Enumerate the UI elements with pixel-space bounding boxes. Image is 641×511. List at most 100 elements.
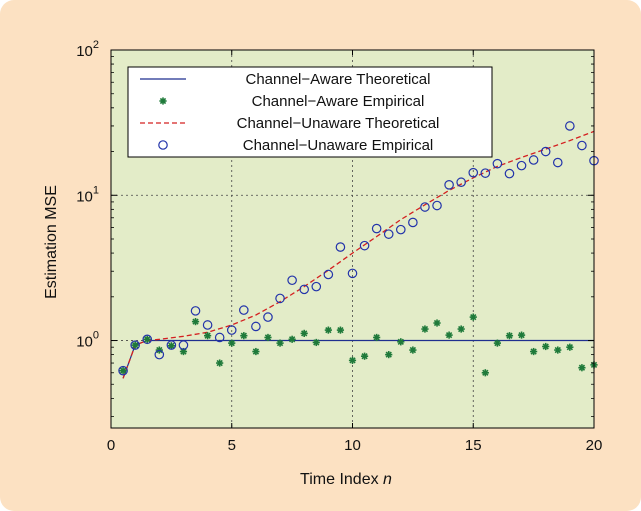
aware-empirical-point [240,332,248,340]
aware-empirical-point [324,326,332,334]
unaware-empirical-point [142,334,153,345]
unaware-empirical-point [275,293,285,304]
aware-empirical-point [433,319,441,327]
unaware-empirical-point [480,168,491,178]
unaware-empirical-point [516,160,527,171]
unaware-empirical-point [577,140,587,151]
aware-empirical-point [397,338,405,346]
unaware-empirical-point [263,312,273,322]
unaware-empirical-point [239,305,249,315]
unaware-empirical-point [456,177,466,188]
aware-empirical-point [191,318,200,326]
x-tick-label: 20 [586,437,603,454]
aware-empirical-point [119,367,127,375]
aware-empirical-point [385,351,393,359]
aware-empirical-point [421,325,429,333]
unaware-empirical-point [154,349,165,360]
aware-empirical-point [469,313,477,321]
unaware-empirical-point [528,155,539,165]
aware-empirical-point [204,332,212,340]
aware-empirical-point [445,331,453,339]
aware-empirical-point [216,359,224,367]
legend-label: Channel−Unaware Theoretical [237,115,440,132]
legend-label: Channel−Unaware Empirical [243,137,434,154]
aware-empirical-point [300,329,308,337]
aware-empirical-point [288,335,296,343]
aware-empirical-point [312,338,320,347]
aware-empirical-point [252,347,260,356]
unaware-empirical-point [226,325,237,335]
y-axis-label: Estimation MSE [43,185,60,299]
unaware-empirical-point [130,340,140,350]
unaware-empirical-point [347,268,358,279]
unaware-empirical-point [408,217,418,228]
aware-empirical-point [264,333,272,342]
unaware-empirical-point [311,281,322,292]
unaware-empirical-point [565,121,575,131]
aware-empirical-point [530,347,538,356]
aware-empirical-point [542,342,550,351]
unaware-empirical-point [323,269,334,280]
x-tick-label: 5 [228,437,236,454]
y-tick-label: 100 [76,330,99,351]
aware-empirical-point [167,342,175,350]
unaware-empirical-point [395,224,406,235]
unaware-empirical-point [552,157,563,168]
legend-box [127,66,493,158]
x-tick-label: 15 [465,437,482,454]
unaware-empirical-point [118,365,128,376]
unaware-empirical-point [420,202,430,212]
unaware-empirical-point [504,168,515,179]
aware-empirical-point [360,352,369,360]
x-axis-label-var: n [383,471,392,488]
y-tick-label: 102 [76,39,99,60]
x-axis-label-main: Time Index [300,471,383,488]
unaware-empirical-point [468,167,479,178]
aware-empirical-point [276,339,284,347]
aware-empirical-point [578,364,586,372]
aware-empirical-point [228,339,236,347]
aware-empirical-point [373,333,381,342]
unaware-empirical-point [178,340,189,350]
unaware-empirical-point [540,146,551,157]
aware-empirical-point [566,343,574,351]
aware-empirical-point [409,346,417,354]
legend-swatch [158,140,168,150]
x-tick-label: 0 [107,437,115,454]
unaware-empirical-point [383,229,394,239]
aware-empirical-point [457,325,465,333]
aware-empirical-point [493,339,501,347]
unaware-empirical-point [166,340,177,350]
unaware-empirical-point [359,240,370,251]
unaware-empirical-point [335,242,346,252]
aware-empirical-point [517,331,526,339]
unaware-empirical-point [299,284,309,295]
unaware-empirical-point [371,223,382,234]
unaware-empirical-point [492,158,503,169]
x-tick-labels: 0 5 10 15 20 [107,437,603,454]
unaware-empirical-point [190,306,201,316]
unaware-empirical-point [251,321,261,332]
legend-label: Channel−Aware Empirical [252,93,425,110]
unaware-empirical-point [432,200,442,211]
aware-empirical-point [348,356,357,364]
x-tick-label: 10 [344,437,361,454]
aware-empirical-point [336,326,345,334]
aware-empirical-point [554,346,562,354]
unaware-empirical-point [287,275,297,286]
unaware-theoretical-line [122,130,595,379]
aware-empirical-point [143,335,151,343]
x-axis-label: Time Index n [300,471,392,488]
aware-empirical-point [505,332,514,340]
aware-empirical-point [481,369,489,377]
unaware-empirical-point [444,180,454,190]
legend-label: Channel−Aware Theoretical [246,71,431,88]
y-tick-labels: 100 101 102 [76,39,99,351]
legend: Channel−Aware Theoretical Channel−Aware E… [127,66,493,158]
unaware-empirical-point [202,320,213,330]
legend-swatch [159,97,167,105]
y-tick-label: 101 [76,184,99,205]
axis-ticks [110,49,595,428]
